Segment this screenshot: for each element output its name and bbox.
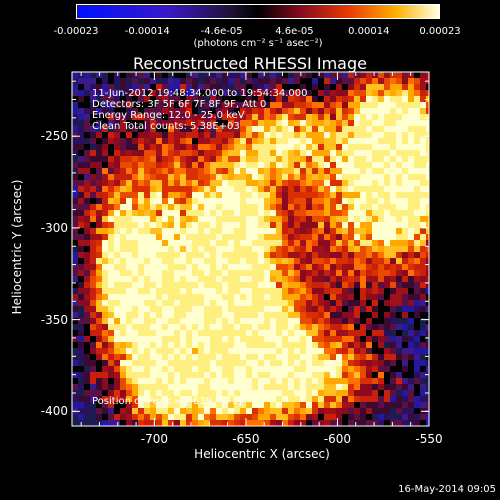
info-detectors: Detectors: 3F 5F 6F 7F 8F 9F, Att 0 — [92, 99, 267, 110]
y-tick-label: -250 — [40, 129, 68, 144]
image-heatmap — [72, 72, 429, 426]
info-total-counts: Clean Total counts: 5.38E+03 — [92, 121, 240, 132]
y-axis-label: Heliocentric Y (arcsec) — [10, 179, 24, 315]
colorbar — [76, 4, 440, 19]
x-tick-label: -650 — [232, 432, 260, 446]
plot-frame — [71, 71, 430, 427]
x-tick-label: -700 — [140, 432, 168, 446]
colorbar-tick-label: 0.00014 — [348, 26, 390, 37]
colorbar-tick-label: 0.00023 — [419, 26, 461, 37]
y-tick-label: -350 — [40, 312, 68, 327]
y-tick-label: -300 — [40, 220, 68, 235]
colorbar-tick-label: -4.6e-05 — [200, 26, 243, 37]
colorbar-tick-label: 4.6e-05 — [275, 26, 314, 37]
peak-position-label: Position of Peak = [-639,-371] — [92, 396, 242, 407]
info-energy-range: Energy Range: 12.0 - 25.0 keV — [92, 110, 245, 121]
y-tick-label: -400 — [40, 404, 68, 419]
info-time-range: 11-Jun-2012 19:48:34.000 to 19:54:34.000 — [92, 88, 308, 99]
x-tick-label: -600 — [323, 432, 352, 446]
colorbar-unit: (photons cm⁻² s⁻¹ asec⁻²) — [193, 38, 323, 49]
colorbar-tick-label: -0.00014 — [124, 26, 170, 37]
image-title: Reconstructed RHESSI Image — [133, 54, 367, 73]
colorbar-tick-label: -0.00023 — [53, 26, 99, 37]
x-axis-label: Heliocentric X (arcsec) — [194, 447, 330, 461]
x-tick-label: -550 — [415, 432, 443, 446]
timestamp: 16-May-2014 09:05 — [398, 484, 496, 495]
